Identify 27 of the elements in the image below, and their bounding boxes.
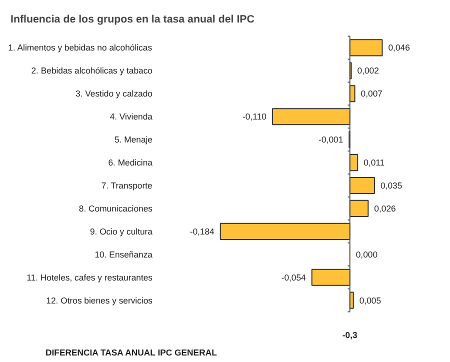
y-tick-label: 10. Enseñanza (94, 249, 153, 260)
text: Influencia de los grupos en la tasa anual del IPC (10, 14, 255, 26)
y-tick-label: 12. Otros bienes y servicios (46, 295, 154, 306)
data-label: 0,035 (380, 180, 402, 190)
data-label: 0,000 (356, 249, 378, 260)
y-tick-label: 2. Bebidas alcohólicas y tabaco (31, 66, 153, 76)
data-label: -0,110 (242, 112, 267, 122)
data-label: 0,026 (374, 203, 396, 214)
y-tick-label: 11. Hoteles, cafes y restaurantes (26, 272, 154, 282)
y-tick-label: 6. Medicina (108, 158, 153, 168)
data-label: 0,011 (364, 158, 385, 168)
y-tick-label: 8. Comunicaciones (78, 203, 154, 214)
y-tick-label: 4. Vivienda (110, 112, 153, 122)
y-tick-label: 5. Menaje (114, 134, 153, 145)
y-tick-label: 9. Ocio y cultura (90, 226, 153, 236)
y-tick-label: 3. Vestido y calzado (76, 88, 153, 99)
text: DIFERENCIA TASA ANUAL IPC GENERAL (46, 348, 218, 358)
data-label: 0,007 (360, 88, 383, 99)
data-label: 0,005 (359, 295, 382, 306)
data-label: 0,046 (388, 42, 410, 53)
data-label: -0,001 (318, 134, 344, 145)
data-label: 0,002 (357, 66, 380, 76)
y-tick-label: 7. Transporte (101, 180, 153, 190)
data-label: -0,184 (190, 226, 215, 236)
data-label: -0,054 (281, 272, 306, 282)
y-tick-label: 1. Alimentos y bebidas no alcohólicas (8, 42, 153, 53)
text: -0,3 (342, 330, 358, 340)
